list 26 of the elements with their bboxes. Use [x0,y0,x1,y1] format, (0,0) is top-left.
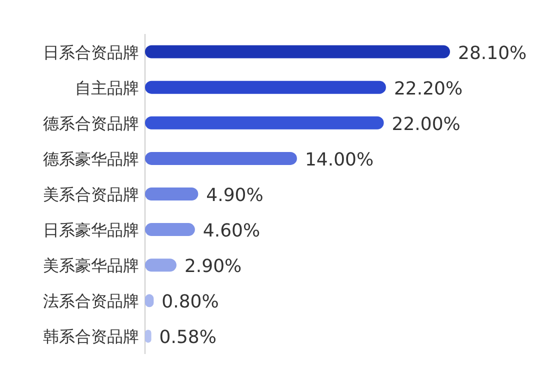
data-label: 22.00% [392,114,460,135]
data-label: 0.58% [159,327,216,348]
y-tick-label: 美系合资品牌 [43,185,139,204]
bar [145,116,384,130]
y-tick-label: 自主品牌 [75,78,139,98]
bar [145,45,450,58]
data-label: 0.80% [162,292,219,313]
y-tick-label: 美系豪华品牌 [43,256,139,276]
data-label: 14.00% [304,149,374,170]
data-label: 2.90% [184,256,242,278]
data-label: 4.90% [206,185,264,206]
y-tick-label: 德系豪华品牌 [43,149,139,168]
bar [145,330,152,343]
bar [145,188,198,200]
bar [145,80,386,94]
bar [145,258,176,272]
data-label: 28.10% [458,42,527,64]
y-tick-label: 日系合资品牌 [43,42,139,62]
y-tick-label: 日系豪华品牌 [43,220,139,240]
y-tick-label: 德系合资品牌 [43,114,139,133]
bar [145,223,195,236]
y-tick-label: 韩系合资品牌 [43,327,139,346]
bar [145,152,297,165]
y-tick-label: 法系合资品牌 [43,292,139,311]
data-label: 22.20% [394,78,463,100]
data-label: 4.60% [202,220,260,242]
